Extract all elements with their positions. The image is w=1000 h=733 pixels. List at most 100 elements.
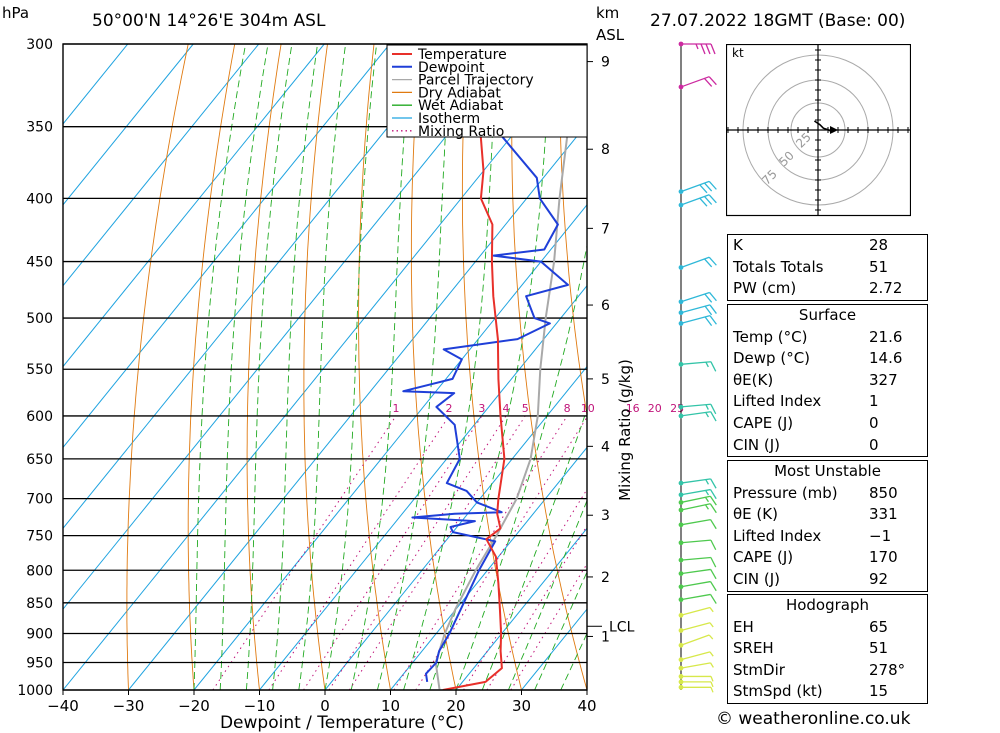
legend-label: Parcel Trajectory — [418, 73, 534, 89]
mixing-ratio-label: 16 — [626, 402, 640, 415]
most-unstable-row: Lifted Index −1 — [728, 526, 927, 548]
height-km-label: 8 — [601, 142, 610, 158]
temperature-line — [442, 44, 506, 690]
wind-barb — [678, 488, 717, 500]
pressure-tick-label: 900 — [26, 626, 53, 642]
wind-barb — [678, 518, 717, 530]
wind-barb — [678, 651, 714, 663]
wind-barb — [678, 403, 717, 415]
most-unstable-row-value: 331 — [869, 505, 898, 524]
pressure-tick-label: 300 — [26, 37, 53, 53]
dry-adiabat-line — [187, 44, 236, 690]
wind-barb-dot — [678, 571, 684, 577]
pressure-tick-label: 350 — [26, 120, 53, 136]
dry-adiabat-line — [410, 44, 457, 690]
wind-barb — [678, 568, 717, 580]
surface-row-label: CIN (J) — [733, 435, 781, 454]
hodograph-row-value: 15 — [869, 682, 889, 701]
wet-adiabat-line — [429, 44, 552, 690]
dry-adiabat-line — [126, 44, 189, 690]
most-unstable-row: θE (K) 331 — [728, 504, 927, 526]
isotherm-line — [586, 689, 587, 690]
most-unstable-row-label: CIN (J) — [733, 569, 781, 588]
height-km-label: 9 — [601, 55, 610, 71]
dry-adiabat-line — [303, 44, 328, 690]
legend-label: Isotherm — [418, 111, 480, 127]
x-tick-label: 20 — [446, 697, 465, 715]
hodograph-table-title: Hodograph — [785, 596, 870, 614]
pressure-tick-label: 450 — [26, 255, 53, 271]
surface-row-label: Lifted Index — [733, 392, 822, 411]
wind-barb — [678, 634, 714, 648]
mixing-ratio-axis-label: Mixing Ratio (g/kg) — [616, 359, 634, 501]
mixing-ratio-label: 8 — [564, 402, 571, 415]
wind-barb — [678, 679, 714, 688]
x-tick-label: −40 — [47, 697, 79, 715]
pressure-tick-label: 700 — [26, 492, 53, 508]
x-tick-label: 30 — [512, 697, 531, 715]
isotherm-line — [63, 44, 456, 530]
copyright: © weatheronline.co.uk — [716, 709, 911, 729]
isotherm-line — [63, 44, 391, 449]
surface-row: θE(K) 327 — [728, 370, 927, 392]
most-unstable-row: Pressure (mb) 850 — [728, 483, 927, 505]
x-tick-label: 10 — [381, 697, 400, 715]
surface-row-value: 21.6 — [869, 327, 903, 346]
pw-value: 2.72 — [869, 279, 903, 298]
surface-row-label: Temp (°C) — [733, 327, 808, 346]
most-unstable-table: Most Unstable Pressure (mb) 850 θE (K) 331 L… — [727, 460, 928, 592]
height-km-label: 1 — [601, 629, 610, 645]
dry-adiabat-line — [559, 44, 587, 419]
x-tick-label: −10 — [244, 697, 276, 715]
isotherm-line — [63, 44, 325, 368]
hodograph-row-value: 51 — [869, 639, 889, 658]
hodograph-row: StmDir 278° — [728, 660, 927, 682]
isotherm-line — [455, 527, 587, 690]
wind-barb — [678, 478, 717, 489]
hodograph-table: Hodograph EH 65 SREH 51 StmDir 278° StmSpd (kt… — [727, 594, 928, 704]
isotherm-line — [63, 44, 260, 287]
wind-barb — [678, 622, 714, 633]
tt-label: Totals Totals — [733, 257, 824, 276]
x-tick-label: −30 — [113, 697, 145, 715]
dry-adiabat-line — [358, 44, 391, 690]
wind-barb-dot — [678, 628, 684, 633]
tt-value: 51 — [869, 257, 889, 276]
wind-barb-dot — [678, 41, 684, 47]
wind-barb — [678, 315, 717, 326]
hodograph-row: StmSpd (kt) 15 — [728, 681, 927, 703]
wind-barb — [678, 503, 717, 514]
wet-adiabat-line — [534, 570, 587, 690]
pressure-tick-label: 500 — [26, 311, 53, 327]
mixing-ratio-label: 1 — [393, 402, 400, 415]
wind-barb-dot — [678, 404, 684, 410]
legend-label: Dewpoint — [418, 60, 485, 76]
dewpoint-line — [402, 44, 569, 683]
dry-adiabat-line — [653, 44, 720, 690]
legend-label: Dry Adiabat — [418, 85, 501, 101]
wind-barb — [678, 593, 717, 604]
x-tick-label: 0 — [320, 697, 330, 715]
x-tick-label: 40 — [577, 697, 596, 715]
wind-barb-dot — [678, 413, 684, 419]
datetime-title: 27.07.2022 18GMT (Base: 00) — [650, 11, 906, 31]
hodograph-row-label: SREH — [733, 639, 774, 658]
isotherm-line — [259, 284, 587, 690]
mixing-ratio-label: 4 — [502, 402, 509, 415]
wet-adiabat-line — [403, 44, 499, 690]
pressure-tick-label: 400 — [26, 191, 53, 207]
location-title: 50°00'N 14°26'E 304m ASL — [92, 11, 326, 31]
wind-barb-dot — [678, 584, 684, 590]
hodograph-arrow-icon — [830, 126, 838, 134]
wind-barb — [678, 684, 714, 693]
pressure-tick-label: 850 — [26, 596, 53, 612]
most-unstable-row: CIN (J) 92 — [728, 569, 927, 591]
wind-barb-dot — [678, 507, 684, 513]
hodograph-unit-label: kt — [732, 46, 744, 60]
wind-barb — [678, 256, 717, 270]
most-unstable-row-label: CAPE (J) — [733, 548, 794, 567]
legend-label: Temperature — [417, 47, 507, 63]
km-label: km — [596, 4, 620, 22]
